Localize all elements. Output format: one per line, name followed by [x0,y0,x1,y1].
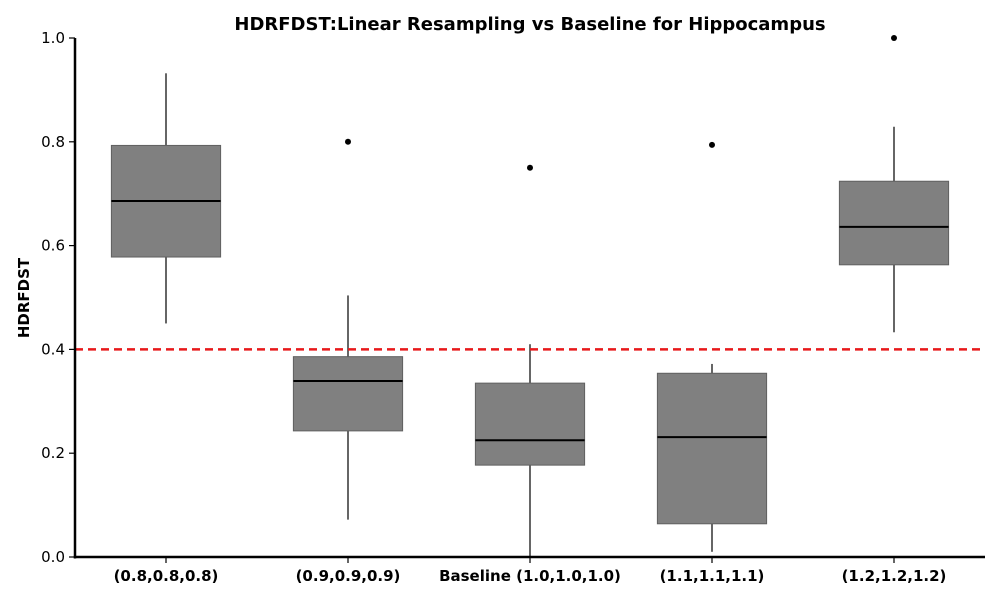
x-tick-label: Baseline (1.0,1.0,1.0) [439,567,621,585]
box-group [838,35,950,333]
y-tick-label: 0.6 [41,237,65,255]
box-group [110,73,222,324]
box-iqr [838,180,950,266]
axes: 0.0 0.2 0.4 0.6 0.8 1.0 (0.8,0.8,0.8) (0.9,0.9,… [41,29,985,585]
box-group [474,164,586,557]
x-tick-label: (0.8,0.8,0.8) [114,567,219,585]
y-tick-label: 0.8 [41,133,65,151]
y-tick-label: 1.0 [41,29,65,47]
box-iqr [292,356,404,432]
outlier-point [345,138,351,145]
y-axis-label: HDRFDST [15,257,33,338]
y-tick-label: 0.0 [41,548,65,566]
y-tick-label: 0.4 [41,340,65,358]
box-iqr [656,372,768,525]
x-tick-label: (0.9,0.9,0.9) [296,567,401,585]
outlier-point [709,141,715,148]
chart-title: HDRFDST:Linear Resampling vs Baseline fo… [234,14,825,35]
box-iqr [474,382,586,466]
plot-area [75,35,985,557]
box-group [292,138,404,520]
x-tick-label: (1.2,1.2,1.2) [842,567,947,585]
box-group [656,141,768,552]
outlier-point [891,35,897,41]
x-tick-label: (1.1,1.1,1.1) [660,567,765,585]
outlier-point [527,164,533,171]
y-tick-label: 0.2 [41,444,65,462]
